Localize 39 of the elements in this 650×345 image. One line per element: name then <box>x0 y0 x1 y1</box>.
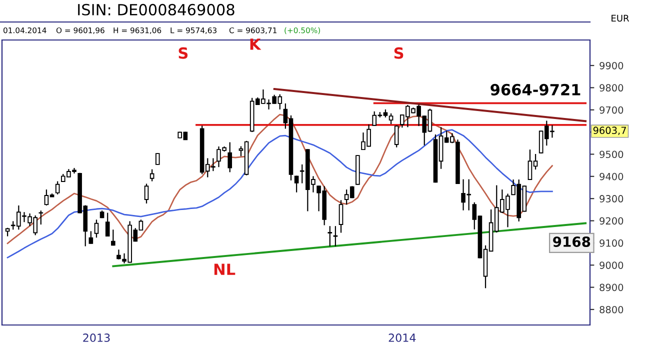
chart-title: ISIN: DE0008469008 <box>78 4 234 16</box>
candlestick <box>38 210 44 226</box>
y-axis-title: EUR <box>612 14 630 22</box>
x-tick-label: 2014 <box>388 334 416 342</box>
annotation: K <box>250 38 262 50</box>
annotation: 9168 <box>553 236 590 247</box>
y-tick-label: 8900 <box>600 284 624 292</box>
candlestick <box>328 226 332 247</box>
y-tick-label: 9700 <box>600 106 624 114</box>
y-tick-label: 9500 <box>600 150 624 158</box>
candlestick <box>94 219 99 238</box>
annotation: S <box>178 47 188 59</box>
line-series <box>6 129 553 258</box>
candlestick <box>394 124 399 148</box>
y-tick-label: 9400 <box>600 172 624 180</box>
candlestick <box>155 152 160 166</box>
candlestick <box>105 212 110 238</box>
candlestick <box>111 229 116 246</box>
annotation: S <box>394 47 404 59</box>
candlestick <box>116 249 121 260</box>
y-tick-label: 9200 <box>600 217 624 225</box>
annotation: 9664-9721 <box>490 84 580 96</box>
candlestick <box>55 180 60 195</box>
text: 9603,7 <box>593 126 626 136</box>
y-tick-label: 9100 <box>600 239 624 247</box>
y-tick-label: 9300 <box>600 195 624 202</box>
candlestick <box>338 200 344 234</box>
y-tick-label: 9900 <box>600 62 624 70</box>
candlestick <box>333 226 338 247</box>
x-tick-label: 2013 <box>83 334 110 342</box>
annotation: NL <box>214 264 236 275</box>
y-tick-label: 8800 <box>600 306 624 314</box>
y-tick-label: 9800 <box>600 84 624 92</box>
candlestick <box>294 175 299 193</box>
candlestick <box>144 183 149 204</box>
y-tick-label: 9000 <box>600 262 624 269</box>
candlestick <box>88 230 94 244</box>
candlestick <box>150 168 154 182</box>
candlestick <box>228 142 232 173</box>
